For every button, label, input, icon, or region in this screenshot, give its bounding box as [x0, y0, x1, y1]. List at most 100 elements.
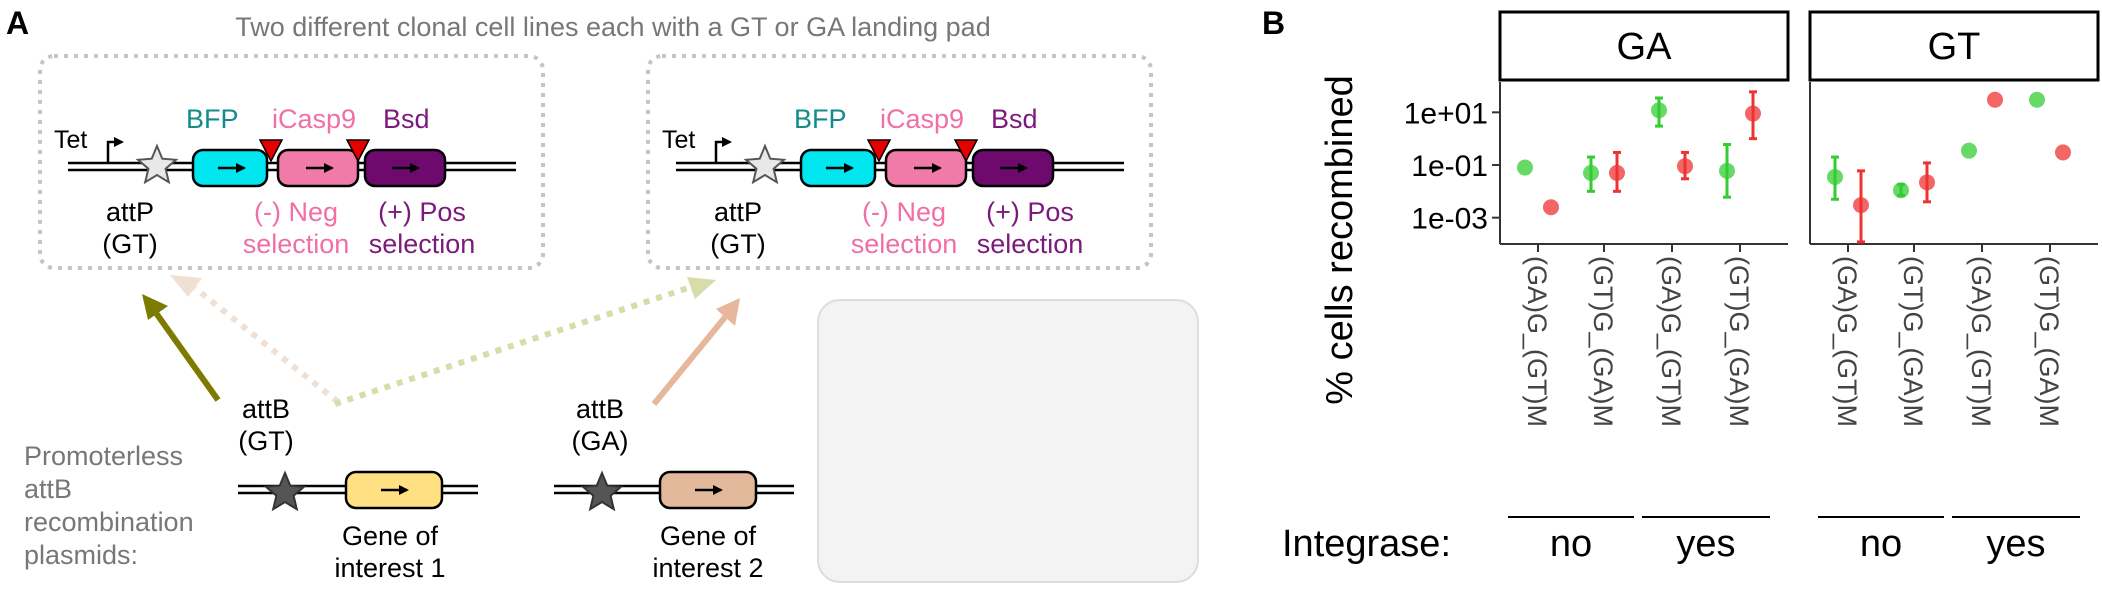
- recombination-site-marker-icon: [866, 139, 892, 163]
- data-point: [1745, 105, 1761, 122]
- panel-b: B % cells recombined Integrase: 1e+01 1e-…: [1262, 5, 2100, 565]
- y-tick-label: 1e-01: [1411, 150, 1488, 183]
- attb-name: attB: [242, 394, 290, 424]
- plasmid-label-line4: plasmids:: [24, 540, 138, 570]
- integrase-group-label: no: [1860, 523, 1902, 565]
- landing-pad-2: Tet BFP iCasp9 Bsd attP (GT) (-) Neg sel…: [662, 104, 1124, 259]
- panel-a: A Two different clonal cell lines each w…: [6, 5, 1199, 583]
- data-point: [1893, 182, 1909, 199]
- integrase-group-label: no: [1550, 523, 1592, 565]
- data-point: [1919, 174, 1935, 191]
- chart-plot: 1e+01 1e-01 1e-03 GA (GA)G_(GT)M (GT)G_(GA)M (…: [1404, 10, 2100, 565]
- recombination-site-marker-icon: [953, 139, 979, 163]
- facet-strip: [1808, 10, 2100, 82]
- x-tick-label: (GA)G_(GT)M: [1966, 256, 1996, 427]
- tet-promoter-arrow-icon: [106, 137, 124, 163]
- facet-strip-label: GA: [1617, 26, 1673, 68]
- plasmid-2: attB (GA) Gene of interest 2: [554, 394, 794, 583]
- faint-gt-arrowhead: [687, 277, 716, 299]
- bfp-label: BFP: [186, 104, 239, 134]
- faint-gt-arrow-to-right-pad: [334, 285, 689, 407]
- pos-selection-line2: selection: [369, 229, 476, 259]
- data-point: [1583, 164, 1599, 181]
- attb-type: (GT): [238, 426, 293, 456]
- ga-arrowhead-icon: [716, 298, 740, 326]
- x-tick-label: (GT)G_(GA)M: [1588, 256, 1618, 427]
- plasmid-label-line3: recombination: [24, 507, 194, 537]
- x-tick-label: (GT)G_(GA)M: [1898, 256, 1928, 427]
- integrase-group-label: yes: [1676, 523, 1735, 565]
- data-point: [1853, 197, 1869, 214]
- x-tick-label: (GT)G_(GA)M: [2034, 256, 2064, 427]
- attp-type: (GT): [102, 229, 157, 259]
- pos-selection-line2: selection: [977, 229, 1084, 259]
- faint-ga-arrow-to-left-pad: [193, 285, 340, 405]
- integrase-label: Integrase:: [1282, 523, 1451, 565]
- icasp9-label: iCasp9: [272, 104, 356, 134]
- facet-strip-label: GT: [1928, 26, 1981, 68]
- data-point: [1677, 158, 1693, 175]
- gt-arrowhead-icon: [142, 294, 168, 320]
- attp-name: attP: [714, 197, 762, 227]
- tet-label: Tet: [54, 126, 87, 154]
- data-point: [2055, 144, 2071, 161]
- y-axis-title: % cells recombined: [1319, 75, 1361, 404]
- gene-label-line1: Gene of: [342, 521, 439, 551]
- pos-selection-line1: (+) Pos: [378, 197, 466, 227]
- neg-selection-line1: (-) Neg: [254, 197, 338, 227]
- neg-selection-line2: selection: [243, 229, 350, 259]
- attb-star-icon: [263, 470, 307, 512]
- y-tick-label: 1e+01: [1404, 97, 1488, 130]
- gene-label-line2: interest 1: [334, 553, 445, 583]
- tet-label: Tet: [662, 126, 695, 154]
- landing-pad-1: Tet BFP iCasp9 Bsd attP (GT) (-) Neg sel…: [54, 104, 516, 259]
- attp-name: attP: [106, 197, 154, 227]
- neg-selection-line1: (-) Neg: [862, 197, 946, 227]
- y-tick-label: 1e-03: [1411, 203, 1488, 236]
- panel-a-header: Two different clonal cell lines each wit…: [235, 12, 990, 42]
- data-point: [1517, 159, 1533, 176]
- attp-type: (GT): [710, 229, 765, 259]
- faint-ga-arrowhead: [170, 275, 202, 297]
- data-point: [1987, 91, 2003, 108]
- tet-promoter-arrow-icon: [714, 137, 732, 163]
- bsd-label: Bsd: [991, 104, 1038, 134]
- x-tick-label: (GA)G_(GT)M: [1832, 256, 1862, 427]
- x-tick-label: (GA)G_(GT)M: [1656, 256, 1686, 427]
- attb-star-icon: [580, 470, 624, 512]
- plasmid-label-line2: attB: [24, 474, 72, 504]
- data-point: [2029, 91, 2045, 108]
- plasmid-label-line1: Promoterless: [24, 441, 183, 471]
- neg-selection-line2: selection: [851, 229, 958, 259]
- panel-a-label: A: [6, 5, 29, 41]
- attb-type: (GA): [572, 426, 629, 456]
- icasp9-label: iCasp9: [880, 104, 964, 134]
- data-point: [1543, 199, 1559, 216]
- bfp-label: BFP: [794, 104, 847, 134]
- data-point: [1827, 169, 1843, 186]
- gt-recombination-arrow: [153, 311, 221, 402]
- integrase-group-label: yes: [1986, 523, 2045, 565]
- recombination-site-marker-icon: [345, 139, 371, 163]
- landing-pad-box-2: [646, 54, 1153, 270]
- x-tick-label: (GT)G_(GA)M: [1724, 256, 1754, 427]
- gene-label-line1: Gene of: [660, 521, 757, 551]
- ga-recombination-arrow: [651, 314, 729, 406]
- attb-name: attB: [576, 394, 624, 424]
- placeholder-panel: [817, 299, 1199, 583]
- attp-star-icon: [135, 143, 179, 185]
- pos-selection-line1: (+) Pos: [986, 197, 1074, 227]
- panel-b-label: B: [1262, 5, 1285, 41]
- data-point: [1651, 102, 1667, 119]
- data-point: [1961, 142, 1977, 159]
- landing-pad-box-1: [38, 54, 545, 270]
- data-point: [1609, 164, 1625, 181]
- recombination-site-marker-icon: [258, 139, 284, 163]
- facet-strip: [1498, 10, 1790, 82]
- attp-star-icon: [743, 143, 787, 185]
- gene-label-line2: interest 2: [652, 553, 763, 583]
- plasmid-1: attB (GT) Gene of interest 1: [238, 394, 478, 583]
- bsd-label: Bsd: [383, 104, 430, 134]
- x-tick-label: (GA)G_(GT)M: [1522, 256, 1552, 427]
